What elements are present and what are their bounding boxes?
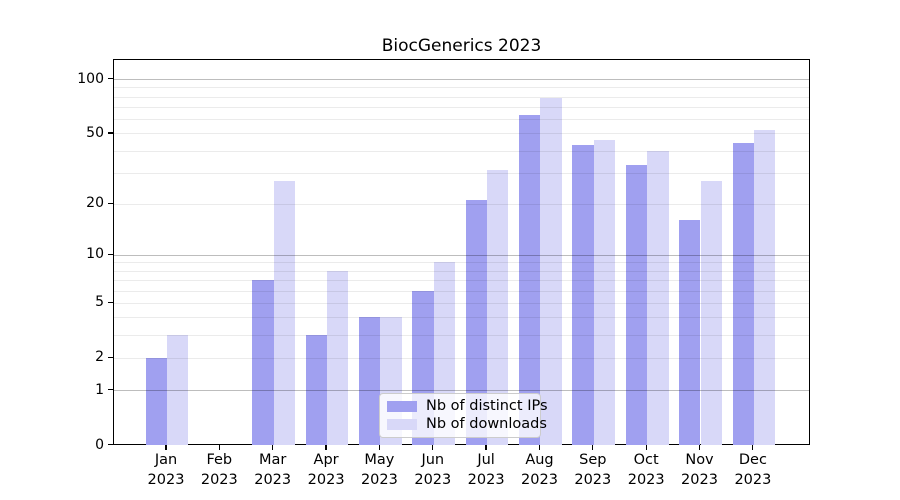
y-tick-label-1: 1 (95, 381, 104, 398)
x-tick-label-feb: Feb 2023 (200, 452, 238, 488)
legend-label-distinct-ips: Nb of distinct IPs (426, 398, 548, 414)
bar-downloads-jul (487, 170, 509, 445)
bar-distinct-ips-dec (732, 143, 754, 445)
x-tick-label-mar: Mar 2023 (254, 452, 292, 488)
bar-distinct-ips-nov (679, 220, 701, 445)
x-tick-mark-oct (645, 445, 647, 450)
x-tick-mark-may (378, 445, 381, 450)
x-tick-label-sep: Sep 2023 (574, 452, 612, 488)
bar-downloads-dec (753, 130, 776, 445)
gridline-40 (114, 150, 809, 152)
bar-distinct-ips-sep (572, 144, 594, 445)
x-tick-mark-aug (538, 445, 541, 450)
x-tick-mark-feb (218, 445, 221, 450)
gridline-90 (114, 87, 809, 89)
gridline-7 (114, 280, 809, 282)
gridline-3 (114, 335, 809, 337)
bar-distinct-ips-apr (305, 335, 328, 445)
gridline-5 (114, 302, 809, 304)
gridline-70 (114, 107, 809, 108)
legend-row-downloads: Nb of downloads (387, 417, 547, 432)
y-tick-label-10: 10 (86, 246, 104, 263)
y-tick-label-5: 5 (95, 294, 104, 311)
x-tick-mark-jan (165, 445, 167, 450)
y-tick-mark-100 (108, 78, 113, 80)
bar-distinct-ips-jan (145, 357, 167, 445)
legend-label-downloads: Nb of downloads (426, 416, 547, 432)
x-tick-mark-nov (698, 445, 701, 450)
x-tick-mark-apr (325, 445, 327, 450)
x-tick-label-apr: Apr 2023 (307, 452, 345, 488)
bar-downloads-jan (167, 335, 189, 445)
legend-swatch-distinct-ips (387, 401, 417, 412)
y-tick-mark-0 (108, 444, 113, 446)
gridline-4 (114, 317, 809, 319)
bar-downloads-mar (273, 180, 296, 445)
y-tick-mark-1 (108, 389, 113, 391)
x-tick-label-jul: Jul 2023 (467, 452, 505, 488)
y-tick-label-20: 20 (86, 195, 104, 212)
x-tick-mark-dec (752, 445, 754, 450)
y-tick-mark-20 (108, 202, 113, 204)
gridline-6 (114, 290, 809, 292)
bar-distinct-ips-jul (465, 199, 488, 445)
gridline-100 (114, 79, 809, 80)
plot-area: Nb of distinct IPs Nb of downloads (113, 59, 810, 445)
legend: Nb of distinct IPs Nb of downloads (379, 393, 548, 438)
gridline-8 (114, 270, 809, 272)
gridline-2 (114, 357, 809, 359)
chart-title: BiocGenerics 2023 (381, 36, 542, 56)
bar-distinct-ips-oct (625, 165, 648, 445)
gridline-60 (114, 119, 809, 120)
bar-downloads-oct (647, 150, 669, 445)
gridline-9 (114, 262, 809, 264)
x-tick-label-aug: Aug 2023 (521, 452, 558, 488)
bar-distinct-ips-may (359, 317, 381, 445)
bar-distinct-ips-mar (252, 280, 274, 445)
gridline-20 (114, 203, 809, 205)
x-tick-mark-jun (432, 445, 434, 450)
gridline-10 (114, 254, 809, 256)
x-tick-label-may: May 2023 (360, 452, 398, 488)
y-tick-label-0: 0 (95, 436, 104, 453)
x-tick-label-oct: Oct 2023 (627, 452, 665, 488)
x-tick-label-jun: Jun 2023 (414, 452, 452, 488)
y-tick-mark-2 (108, 356, 113, 359)
bar-downloads-sep (593, 139, 616, 445)
y-tick-mark-5 (108, 301, 113, 304)
x-tick-mark-jul (485, 445, 487, 450)
y-tick-label-2: 2 (95, 349, 104, 366)
y-tick-label-50: 50 (86, 124, 104, 141)
legend-row-distinct-ips: Nb of distinct IPs (387, 399, 548, 414)
bar-downloads-nov (700, 180, 722, 445)
x-tick-mark-mar (272, 445, 274, 450)
gridline-30 (114, 172, 809, 174)
x-tick-label-nov: Nov 2023 (681, 452, 718, 488)
gridline-50 (114, 133, 809, 135)
x-tick-mark-sep (592, 445, 594, 450)
y-tick-label-100: 100 (77, 70, 104, 87)
gridline-1 (114, 390, 809, 391)
bar-downloads-aug (540, 97, 562, 445)
x-tick-label-jan: Jan 2023 (147, 452, 185, 488)
y-tick-mark-50 (108, 132, 113, 134)
legend-swatch-downloads (387, 419, 417, 430)
bar-downloads-apr (327, 270, 349, 445)
y-tick-mark-10 (108, 253, 113, 256)
bar-distinct-ips-aug (519, 115, 541, 445)
gridline-80 (114, 96, 809, 98)
x-tick-label-dec: Dec 2023 (734, 452, 772, 488)
